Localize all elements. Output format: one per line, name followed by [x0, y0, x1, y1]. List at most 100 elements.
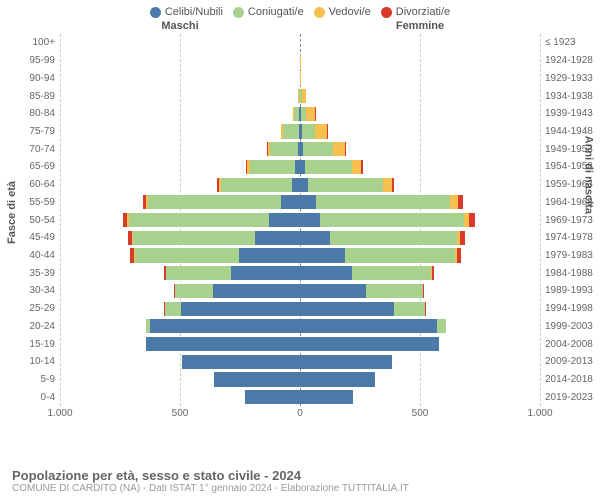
bar-segment — [292, 178, 300, 192]
bar-segment — [300, 195, 316, 209]
x-tick-label: 1.000 — [527, 408, 552, 419]
age-row: 25-291994-1998 — [60, 300, 540, 318]
bar-segment — [300, 355, 392, 369]
bar-segment — [239, 248, 300, 262]
chart-subtitle: COMUNE DI CARDITO (NA) - Dati ISTAT 1° g… — [12, 483, 588, 494]
birth-year-label: 1979-1983 — [540, 250, 593, 261]
bar-segment — [269, 213, 300, 227]
bar-segment — [148, 195, 280, 209]
bar-segment — [437, 319, 446, 333]
legend-label: Vedovi/e — [329, 6, 371, 18]
female-bar — [300, 284, 473, 298]
male-bar — [98, 248, 300, 262]
age-row: 40-441979-1983 — [60, 247, 540, 265]
male-half — [60, 248, 300, 262]
bar-segment — [394, 302, 425, 316]
age-label: 35-39 — [29, 268, 60, 279]
female-bar — [300, 319, 487, 333]
bar-segment — [146, 337, 300, 351]
bar-segment — [352, 266, 431, 280]
male-half — [60, 372, 300, 386]
male-half — [60, 160, 300, 174]
female-half — [300, 71, 540, 85]
female-half — [300, 302, 540, 316]
bar-segment — [302, 124, 316, 138]
legend-swatch — [233, 7, 244, 18]
age-row: 90-941929-1933 — [60, 69, 540, 87]
y-axis-title-right: Anni di nascita — [582, 136, 594, 214]
male-half — [60, 355, 300, 369]
legend: Celibi/NubiliConiugati/eVedovi/eDivorzia… — [0, 0, 600, 20]
legend-swatch — [314, 7, 325, 18]
male-half — [60, 213, 300, 227]
male-half — [60, 302, 300, 316]
bar-segment — [308, 178, 383, 192]
bar-segment — [214, 372, 300, 386]
female-half — [300, 160, 540, 174]
x-tick-label: 1.000 — [47, 408, 72, 419]
bar-segment — [221, 178, 291, 192]
female-bar — [300, 89, 339, 103]
age-label: 75-79 — [29, 126, 60, 137]
male-half — [60, 284, 300, 298]
age-row: 20-241999-2003 — [60, 318, 540, 336]
female-half — [300, 107, 540, 121]
female-half — [300, 266, 540, 280]
bar-segment — [135, 248, 240, 262]
male-half — [60, 178, 300, 192]
legend-label: Coniugati/e — [248, 6, 304, 18]
bar-segment — [316, 195, 451, 209]
female-half — [300, 390, 540, 404]
female-bar — [300, 124, 381, 138]
male-bar — [132, 355, 300, 369]
female-half — [300, 284, 540, 298]
age-label: 90-94 — [29, 73, 60, 84]
x-tick-label: 500 — [172, 408, 189, 419]
male-half — [60, 107, 300, 121]
age-row: 65-691954-1958 — [60, 158, 540, 176]
female-bar — [300, 248, 497, 262]
bar-segment — [166, 266, 231, 280]
bar-segment — [300, 319, 437, 333]
bar-segment — [320, 213, 463, 227]
male-bar — [94, 213, 300, 227]
age-row: 95-991924-1928 — [60, 52, 540, 70]
female-bar — [300, 213, 505, 227]
age-label: 5-9 — [41, 374, 60, 385]
age-row: 75-791944-1948 — [60, 123, 540, 141]
age-row: 100+≤ 1923 — [60, 34, 540, 52]
chart-rows: 100+≤ 192395-991924-192890-941929-193385… — [60, 34, 540, 406]
male-bar — [185, 390, 300, 404]
age-label: 70-74 — [29, 144, 60, 155]
female-half — [300, 178, 540, 192]
age-label: 10-14 — [29, 356, 60, 367]
female-half — [300, 337, 540, 351]
age-label: 50-54 — [29, 215, 60, 226]
birth-year-label: 2009-2013 — [540, 356, 593, 367]
female-bar — [300, 231, 499, 245]
female-half — [300, 124, 540, 138]
male-half — [60, 231, 300, 245]
female-bar — [300, 355, 449, 369]
female-bar — [300, 302, 474, 316]
female-bar — [300, 36, 301, 50]
female-bar — [300, 178, 450, 192]
birth-year-label: 2014-2018 — [540, 374, 593, 385]
female-bar — [300, 160, 423, 174]
x-tick-label: 500 — [412, 408, 429, 419]
bar-segment — [306, 107, 315, 121]
age-row: 15-192004-2008 — [60, 335, 540, 353]
female-half — [300, 319, 540, 333]
age-row: 70-741949-1953 — [60, 140, 540, 158]
age-label: 30-34 — [29, 285, 60, 296]
age-label: 95-99 — [29, 55, 60, 66]
female-bar — [300, 71, 318, 85]
male-half — [60, 142, 300, 156]
age-label: 25-29 — [29, 303, 60, 314]
age-row: 10-142009-2013 — [60, 353, 540, 371]
age-label: 15-19 — [29, 339, 60, 350]
legend-item: Divorziati/e — [381, 6, 450, 18]
chart-title: Popolazione per età, sesso e stato civil… — [12, 468, 588, 483]
birth-year-label: 1989-1993 — [540, 285, 593, 296]
male-half — [60, 319, 300, 333]
